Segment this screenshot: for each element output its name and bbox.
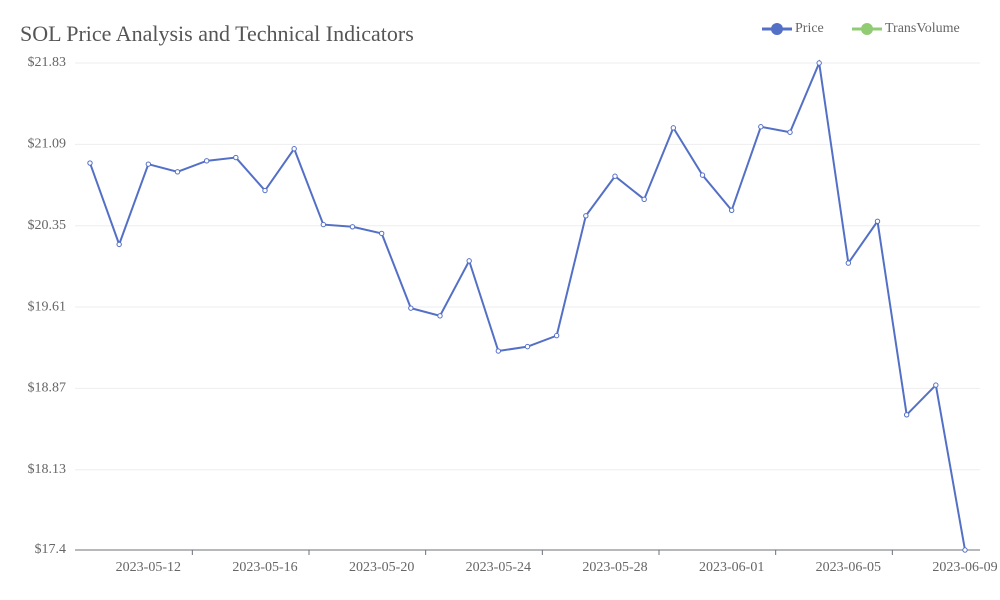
x-tick-label: 2023-05-16	[232, 560, 297, 575]
x-tick-label: 2023-06-01	[699, 560, 764, 575]
point	[87, 160, 93, 166]
point	[612, 173, 618, 179]
x-tick-label: 2023-05-24	[466, 560, 531, 575]
legend-label: TransVolume	[885, 21, 960, 36]
point	[874, 218, 881, 225]
point	[233, 154, 239, 161]
y-tick-label: $18.13	[28, 462, 67, 477]
point	[728, 207, 735, 214]
point	[145, 161, 152, 167]
x-tick-label: 2023-06-05	[816, 560, 881, 575]
point	[408, 305, 414, 311]
point	[903, 412, 910, 418]
point	[495, 348, 502, 354]
point	[699, 172, 706, 178]
legend-dot	[861, 23, 873, 35]
point	[174, 169, 181, 175]
y-tick-label: $19.61	[28, 299, 67, 314]
legend-dot	[771, 23, 783, 35]
price-line	[89, 59, 966, 551]
point	[466, 258, 472, 264]
point	[758, 124, 764, 130]
point	[583, 213, 589, 219]
point	[349, 224, 356, 230]
chart-title: SOL Price Analysis and Technical Indicat…	[20, 21, 414, 46]
point	[524, 343, 531, 350]
point	[933, 382, 939, 388]
point	[670, 125, 677, 131]
x-tick-label: 2023-05-12	[116, 560, 181, 575]
y-tick-label: $20.35	[28, 218, 67, 233]
point	[116, 241, 122, 248]
point	[437, 313, 443, 319]
x-tick-label: 2023-06-09	[932, 560, 997, 575]
point	[320, 221, 327, 228]
y-tick-label: $21.09	[28, 137, 67, 152]
x-tick-label: 2023-05-28	[582, 560, 647, 575]
point	[262, 187, 268, 194]
point	[787, 129, 793, 135]
y-tick-label: $17.4	[35, 542, 67, 557]
point	[962, 547, 968, 553]
x-tick-label: 2023-05-20	[349, 560, 414, 575]
legend-label: Price	[795, 21, 824, 36]
point	[203, 158, 210, 164]
point	[641, 196, 647, 203]
y-tick-label: $18.87	[28, 381, 67, 396]
point	[816, 60, 822, 66]
point	[845, 260, 852, 266]
point	[291, 146, 297, 152]
point	[553, 332, 560, 339]
point	[378, 230, 385, 237]
y-tick-label: $21.83	[28, 55, 67, 70]
